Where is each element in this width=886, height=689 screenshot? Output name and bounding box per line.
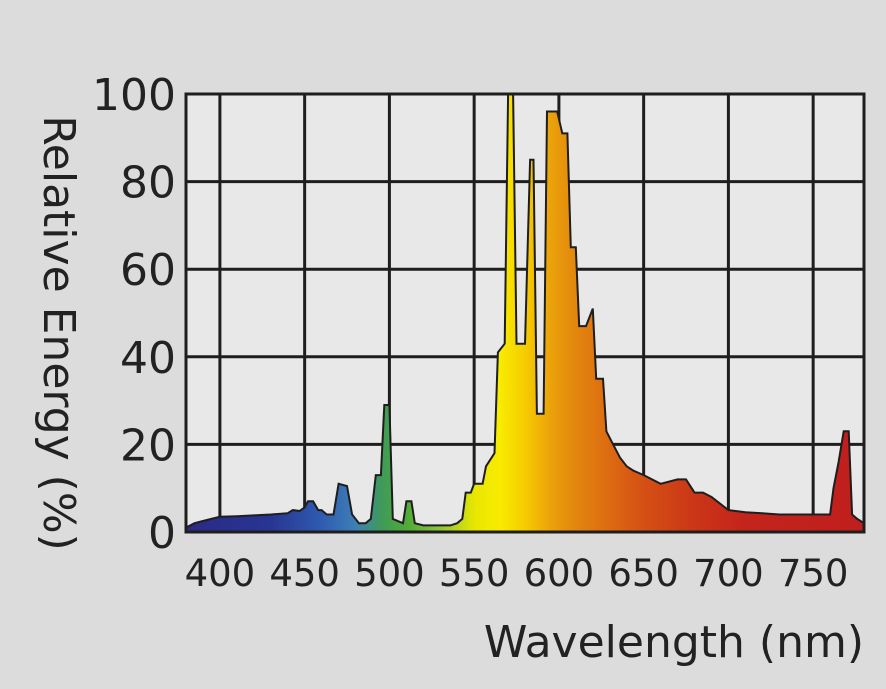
y-tick-label: 40 <box>120 333 176 384</box>
x-tick-label: 650 <box>608 552 679 595</box>
x-axis-title: Wavelength (nm) <box>484 617 864 668</box>
y-tick-label: 80 <box>120 158 176 209</box>
x-tick-label: 500 <box>354 552 425 595</box>
spectrum-area <box>185 93 865 533</box>
y-tick-label: 0 <box>148 508 176 559</box>
x-axis-ticks: 400 450 500 550 600 650 700 750 <box>185 552 849 595</box>
y-tick-label: 100 <box>92 70 176 121</box>
x-tick-label: 550 <box>439 552 510 595</box>
plot-frame <box>184 92 866 534</box>
x-tick-label: 700 <box>693 552 764 595</box>
x-tick-label: 750 <box>778 552 849 595</box>
x-tick-label: 450 <box>269 552 340 595</box>
y-axis-title: Relative Energy (%) <box>33 115 84 551</box>
y-tick-label: 20 <box>120 420 176 471</box>
y-tick-label: 60 <box>120 245 176 296</box>
y-axis-ticks: 0 20 40 60 80 100 <box>92 70 176 559</box>
x-tick-label: 600 <box>524 552 595 595</box>
x-tick-label: 400 <box>185 552 256 595</box>
